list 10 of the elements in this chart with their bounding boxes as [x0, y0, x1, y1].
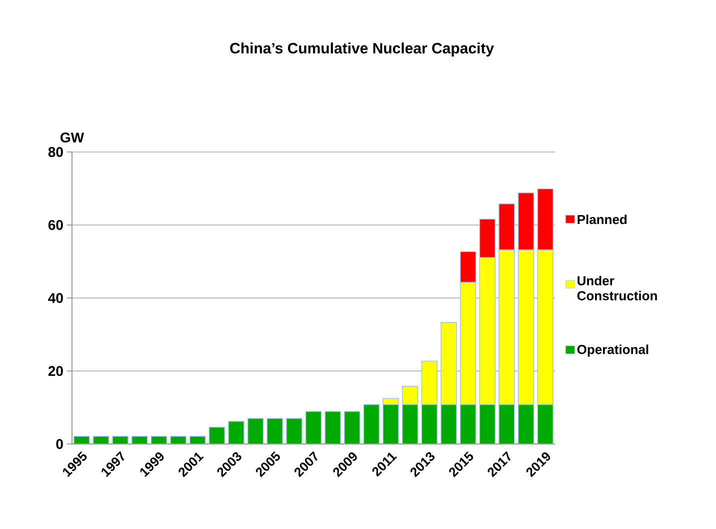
y-tick-label: 0: [56, 439, 63, 449]
y-tick-label: 60: [48, 220, 63, 230]
legend-label: Under Construction: [577, 276, 657, 300]
chart-title: China’s Cumulative Nuclear Capacity: [230, 42, 494, 56]
y-tick-label: 80: [48, 147, 63, 157]
y-axis-title: GW: [60, 132, 84, 142]
legend-label: Planned: [578, 214, 627, 224]
legend-label: Operational: [577, 344, 648, 357]
y-tick-label: 40: [48, 293, 63, 303]
y-tick-label: 20: [48, 366, 63, 376]
